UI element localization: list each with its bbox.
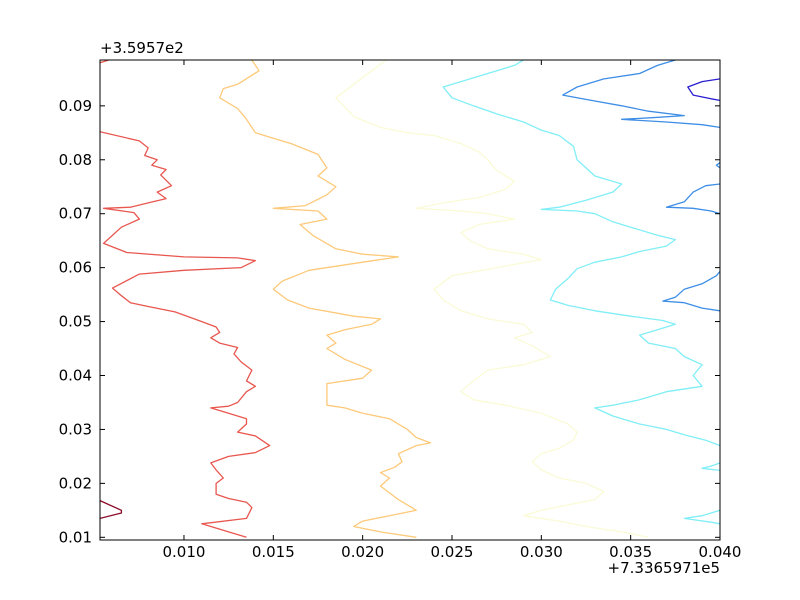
y-tick-label: 0.03 [59,420,92,438]
series-line-contour-cyan-edge-1 [701,462,720,472]
y-tick-label: 0.07 [59,205,92,223]
x-tick-label: 0.040 [699,543,742,561]
tick-layer: 0.010 0.015 0.020 0.025 0.030 0.035 0.040 0.01 0… [59,60,742,561]
plot-frame [99,59,721,541]
series-line-contour-red [100,131,271,538]
x-offset-label: +7.3365971e5 [608,559,720,577]
x-tick-label: 0.035 [609,543,652,561]
x-tick-label: 0.020 [341,543,384,561]
series-line-contour-pale-yellow [335,60,649,538]
series-line-contour-dark-blue [687,78,720,102]
x-tick-label: 0.010 [163,543,206,561]
y-tick-label: 0.01 [59,528,92,546]
y-tick-label: 0.06 [59,259,92,277]
y-tick-label: 0.05 [59,313,92,331]
plot-background [100,60,720,540]
series-line-contour-blue [562,60,720,129]
series-line-contour-dark-red [100,500,123,520]
x-tick-label: 0.030 [520,543,563,561]
x-tick-label: 0.025 [431,543,474,561]
series-line-contour-cyan-edge-2 [683,509,720,525]
y-tick-label: 0.09 [59,97,92,115]
y-tick-label: 0.04 [59,367,92,385]
series-layer [100,60,720,538]
series-line-contour-blue-edge [715,161,720,169]
y-offset-label: +3.5957e2 [100,39,184,57]
series-line-contour-cyan [442,60,720,447]
series-line-contour-blue-mid [665,183,720,215]
x-tick-label: 0.015 [252,543,295,561]
y-tick-label: 0.08 [59,151,92,169]
series-line-contour-blue-lower [662,270,720,312]
series-line-contour-orange [219,60,432,538]
y-tick-label: 0.02 [59,474,92,492]
